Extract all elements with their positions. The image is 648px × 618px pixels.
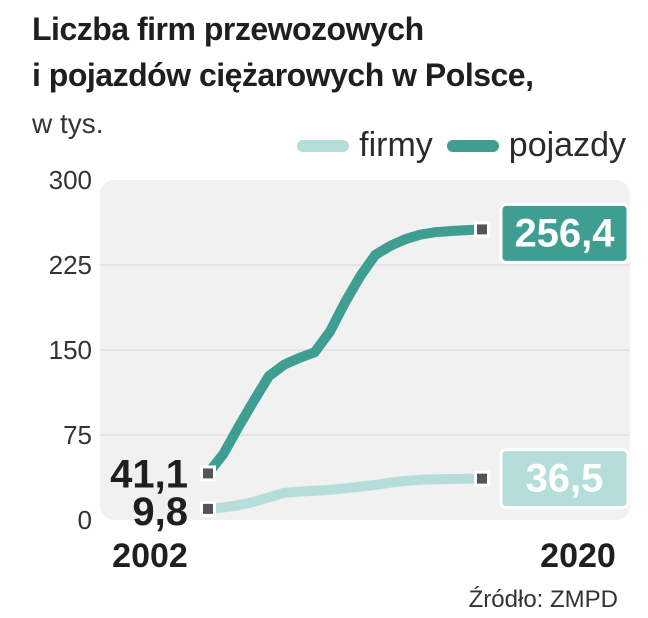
y-tick-label-150: 150 (49, 335, 92, 365)
unit-label: w tys. (32, 108, 104, 139)
data-point-firmy-start (203, 503, 213, 514)
legend-item-firmy: firmy (297, 126, 433, 165)
data-point-firmy-end (477, 473, 487, 484)
y-tick-label-0: 0 (78, 505, 92, 535)
y-tick-label-75: 75 (63, 420, 92, 450)
data-label-firmy-start: 9,8 (132, 490, 188, 534)
data-label-box-firmy-end (499, 448, 630, 510)
chart-title-line-1: Liczba firm przewozowych (32, 11, 424, 47)
data-label-pojazdy-start: 41,1 (110, 452, 188, 496)
x-tick-label-end: 2020 (540, 537, 616, 575)
series-line-firmy (203, 473, 487, 514)
legend: firmy pojazdy (297, 126, 626, 165)
source-note: Źródło: ZMPD (468, 586, 618, 613)
series-line-pojazdy (203, 224, 487, 479)
legend-swatch-pojazdy (446, 139, 499, 152)
legend-item-pojazdy: pojazdy (446, 126, 626, 165)
y-tick-label-225: 225 (49, 250, 92, 280)
y-tick-label-300: 300 (49, 165, 92, 195)
data-label-box-pojazdy-end (499, 202, 630, 264)
chart-title-line-2: i pojazdów ciężarowych w Polsce, (32, 57, 534, 93)
legend-label-pojazdy: pojazdy (508, 126, 626, 164)
x-tick-label-start: 2002 (112, 537, 188, 575)
legend-label-firmy: firmy (359, 126, 433, 164)
data-label-firmy-end: 36,5 (526, 457, 604, 501)
data-point-pojazdy-end (477, 224, 487, 235)
data-point-pojazdy-start (203, 468, 213, 479)
chart-title: Liczba firm przewozowych i pojazdów cięż… (32, 6, 534, 98)
legend-swatch-firmy (297, 139, 350, 152)
data-label-pojazdy-end: 256,4 (514, 211, 615, 255)
